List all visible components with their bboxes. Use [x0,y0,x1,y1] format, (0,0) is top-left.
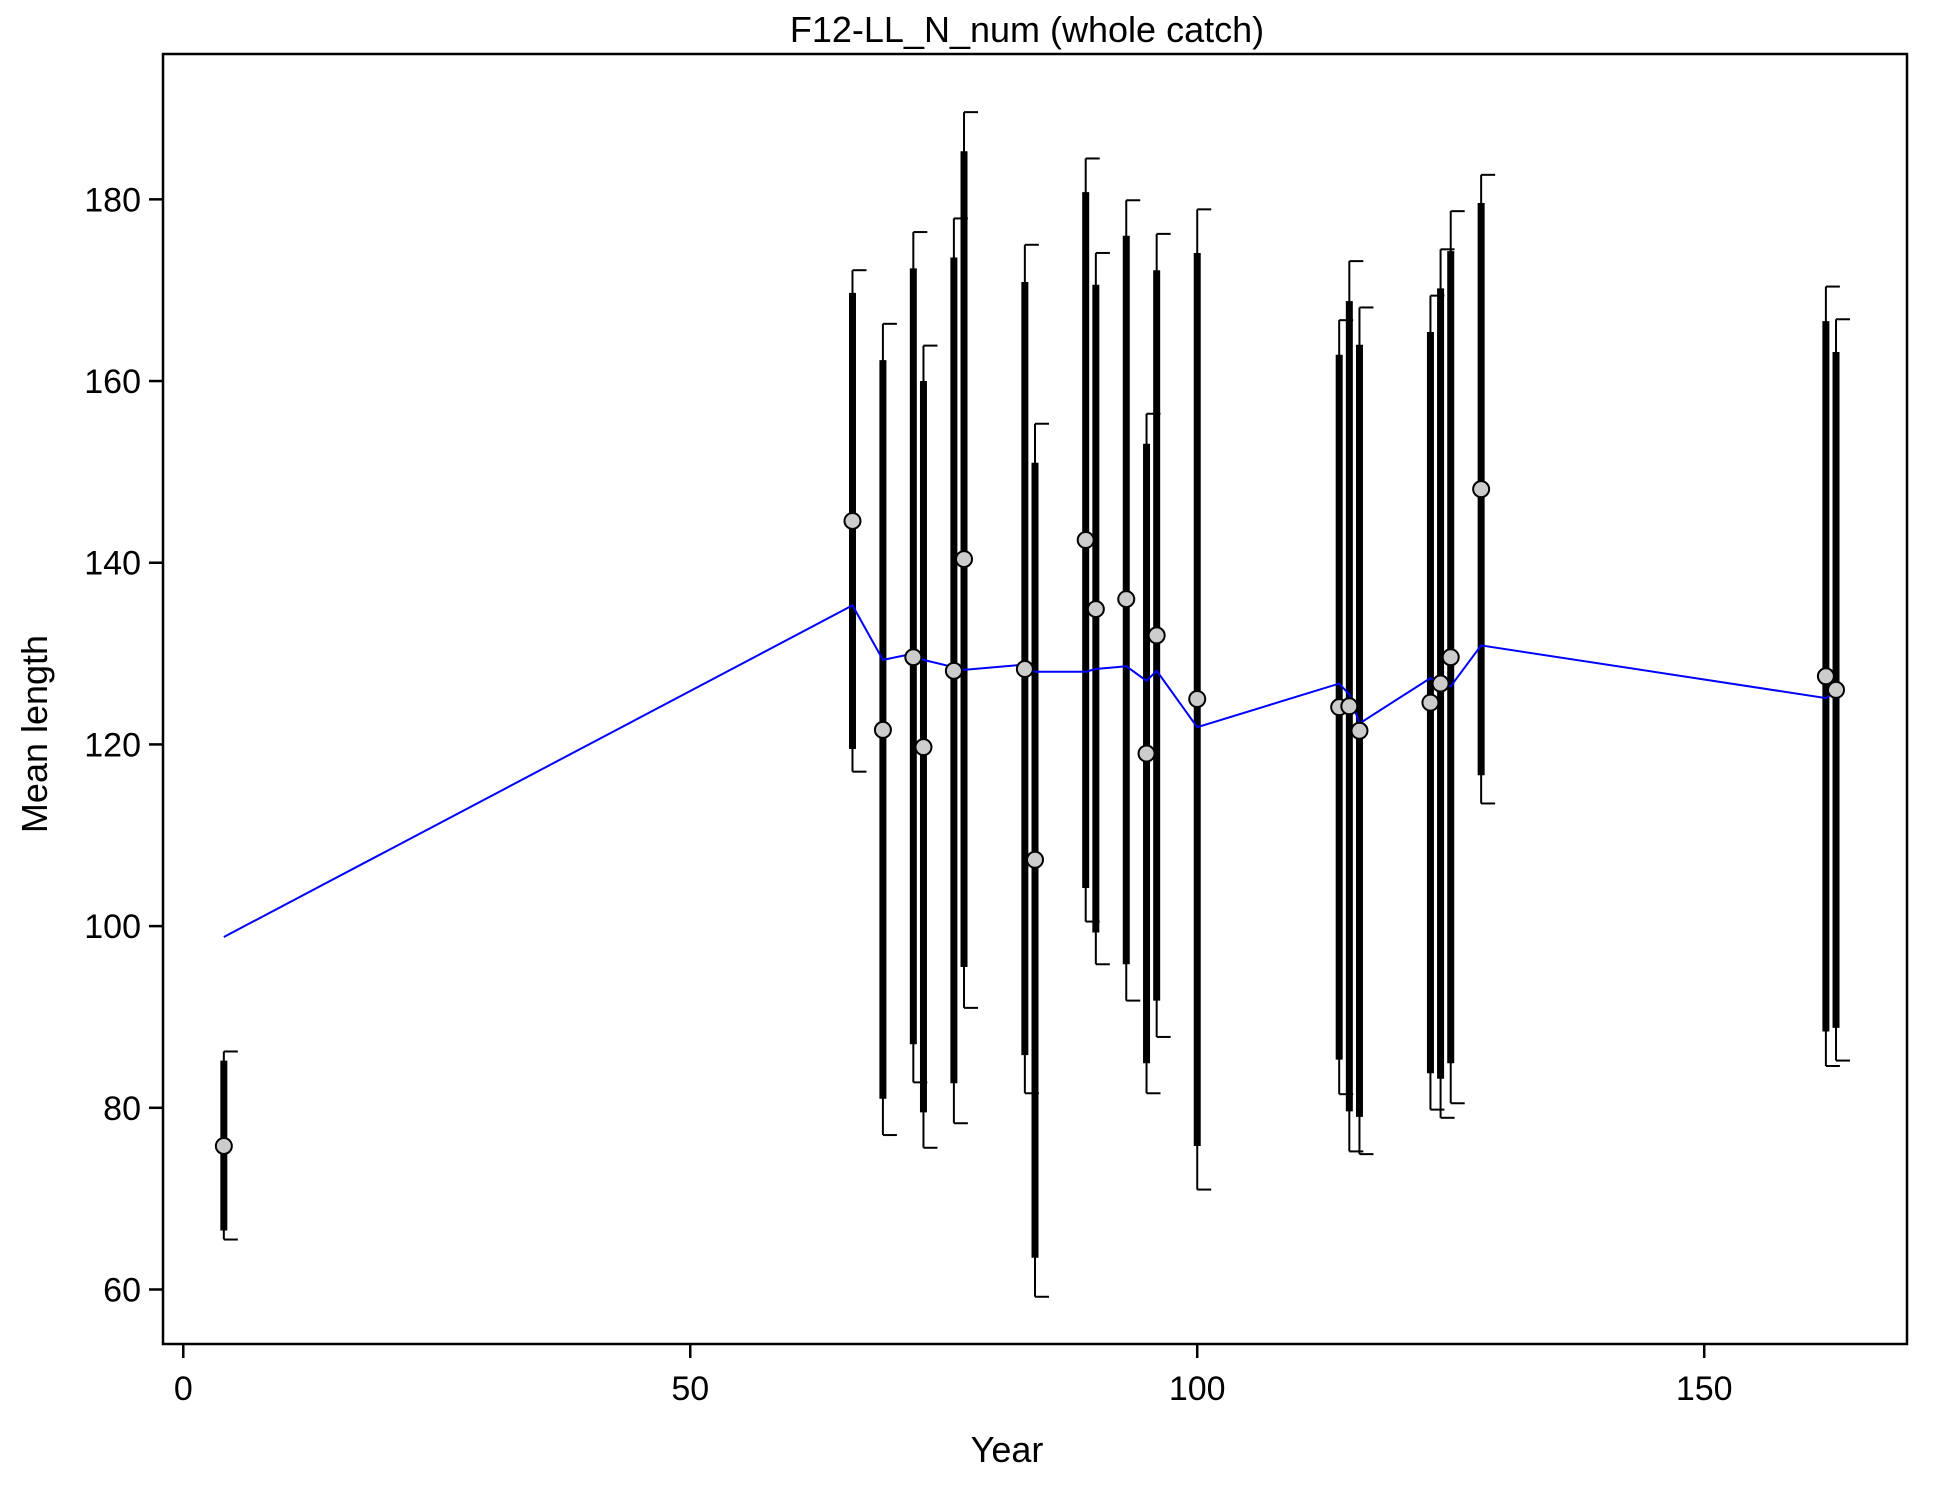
y-axis-title: Mean length [14,635,55,833]
observed-point-20 [1441,648,1460,667]
observed-point-19 [1431,674,1450,693]
x-tick-label-0: 0 [174,1370,193,1408]
observed-point-21 [1472,480,1491,499]
observed-point-9 [1076,531,1095,550]
observed-point-16 [1340,697,1359,716]
observed-point-7 [1015,660,1034,679]
y-tick-label-80: 80 [103,1090,141,1128]
y-tick-label-160: 160 [84,363,141,401]
x-axis-title: Year [971,1429,1044,1470]
chart-title: F12-LL_N_num (whole catch) [790,9,1264,50]
y-tick-label-120: 120 [84,726,141,764]
observed-point-23 [1827,680,1846,699]
x-tick-label-150: 150 [1676,1370,1733,1408]
observed-point-3 [904,648,923,667]
observed-point-10 [1086,600,1105,619]
y-tick-label-100: 100 [84,908,141,946]
y-tick-label-180: 180 [84,181,141,219]
x-axis: 0 50 100 150 [174,1344,1733,1408]
observed-point-0 [214,1136,233,1155]
observed-point-18 [1421,693,1440,712]
observed-point-8 [1026,850,1044,869]
observed-point-17 [1350,721,1369,740]
plot-frame [161,52,1909,1346]
observed-point-22 [1816,667,1835,686]
y-tick-label-60: 60 [103,1271,141,1309]
observed-points [214,480,1846,1155]
observed-point-14 [1188,690,1207,708]
observed-point-1 [843,511,862,530]
x-tick-label-100: 100 [1169,1370,1226,1408]
x-tick-label-50: 50 [671,1370,709,1408]
observed-point-2 [873,720,892,739]
y-tick-label-140: 140 [84,545,141,583]
y-axis: 60 80 100 120 140 160 180 [84,181,163,1309]
observed-point-12 [1137,744,1156,763]
observed-point-5 [944,661,963,680]
observed-point-13 [1147,626,1166,645]
observed-point-4 [914,738,933,757]
observed-point-6 [955,550,974,569]
observed-point-11 [1117,590,1136,609]
